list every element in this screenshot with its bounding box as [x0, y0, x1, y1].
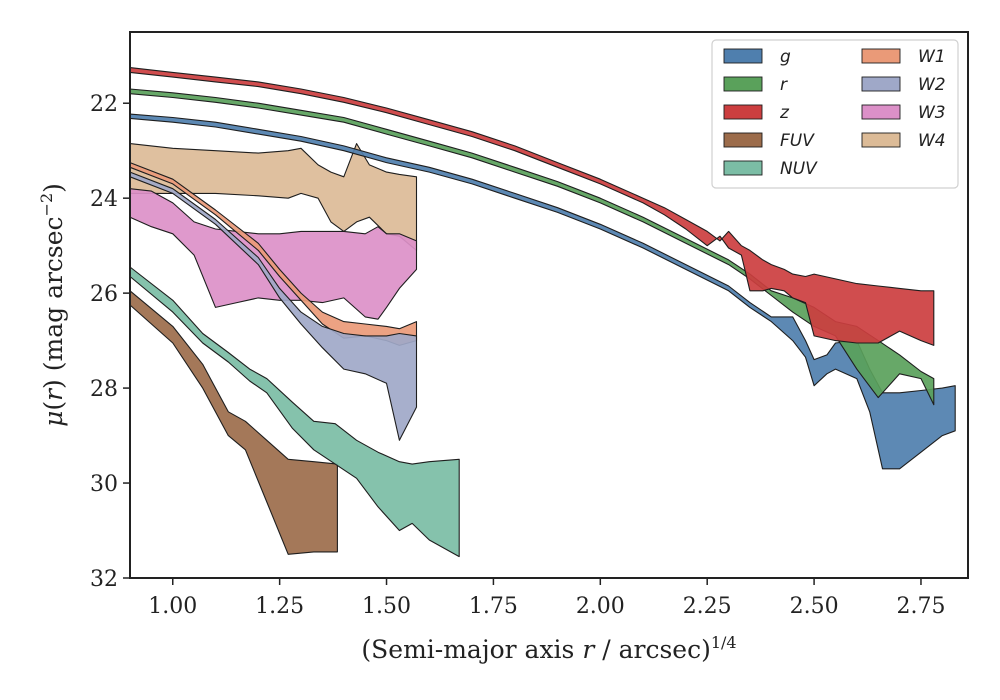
legend-label-w4: W4 [918, 131, 946, 151]
y-tick-label: 24 [90, 187, 118, 212]
legend: grz FUV NUV W1 W2 W3 W4 [711, 39, 959, 189]
y-tick-label: 32 [90, 567, 118, 592]
band-series-group [129, 67, 956, 558]
legend-swatch-g [723, 48, 763, 64]
x-axis-title: (Semi-major axis r / arcsec)1/4 [361, 633, 736, 664]
legend-swatch-w4 [861, 132, 901, 148]
y-tick-label: 26 [90, 282, 118, 307]
y-axis-ticks: 22 24 26 28 30 32 [90, 92, 130, 592]
y-tick-label: 30 [90, 472, 118, 497]
x-tick-label: 1.50 [362, 594, 411, 619]
legend-label-fuv: FUV [780, 131, 815, 151]
x-axis-title-unit: / arcsec) [594, 635, 711, 664]
legend-swatch-fuv [723, 132, 763, 148]
y-axis-title-variable: r [39, 387, 68, 401]
band-z [129, 67, 935, 346]
band-nuv [129, 266, 460, 558]
band-w2 [129, 171, 418, 441]
legend-swatch-w3 [861, 104, 901, 120]
band-fuv [129, 290, 338, 555]
y-axis-title-exponent: −2 [37, 193, 56, 217]
x-axis-title-exponent: 1/4 [711, 633, 737, 652]
legend-label-g: g [780, 47, 791, 67]
legend-label-z: z [779, 103, 790, 123]
y-axis-title: μ(r) (mag arcsec−2) [37, 183, 68, 427]
x-axis-title-prefix: (Semi-major axis [361, 635, 582, 664]
x-tick-label: 1.25 [255, 594, 304, 619]
y-tick-label: 22 [90, 92, 118, 117]
legend-label-w2: W2 [918, 75, 946, 95]
legend-swatch-r [723, 76, 763, 92]
y-tick-label: 28 [90, 377, 118, 402]
x-tick-label: 2.25 [683, 594, 732, 619]
x-axis-ticks: 1.00 1.25 1.50 1.75 2.00 2.25 2.50 2.75 [148, 578, 945, 619]
y-axis-title-mu: μ [39, 411, 68, 427]
x-tick-label: 1.00 [148, 594, 197, 619]
band-r [129, 88, 935, 406]
y-axis-title-open: ( [39, 401, 68, 411]
x-axis-title-variable: r [582, 635, 596, 664]
x-tick-label: 2.00 [576, 594, 625, 619]
y-axis-title-end: ) [39, 183, 68, 193]
legend-label-w3: W3 [918, 103, 946, 123]
plot-frame [129, 31, 969, 579]
legend-label-nuv: NUV [780, 159, 818, 179]
legend-label-w1: W1 [918, 47, 946, 67]
legend-swatch-z [723, 104, 763, 120]
legend-swatch-w2 [861, 76, 901, 92]
x-tick-label: 2.50 [790, 594, 839, 619]
y-axis-title-unit: ) (mag arcsec [39, 216, 68, 389]
legend-swatch-w1 [861, 48, 901, 64]
legend-swatch-nuv [723, 160, 763, 176]
x-tick-label: 1.75 [469, 594, 518, 619]
x-tick-label: 2.75 [896, 594, 945, 619]
legend-label-r: r [780, 75, 788, 95]
band-g [129, 113, 956, 470]
